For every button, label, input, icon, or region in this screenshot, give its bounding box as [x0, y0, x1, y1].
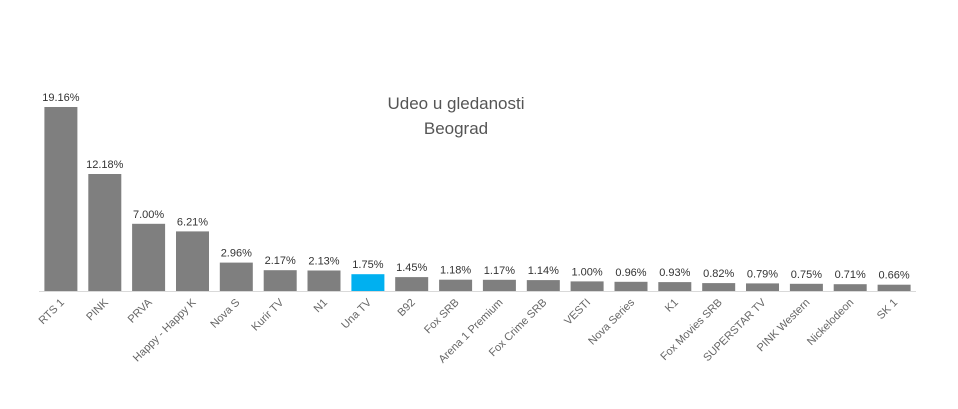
bar-pink-western	[789, 283, 823, 291]
bar-fox-movies-srb	[702, 283, 736, 291]
tick-label-n1: N1	[312, 297, 330, 315]
bar-nova-s	[219, 262, 253, 291]
bar-b92	[395, 277, 429, 291]
tick-label-nova-s: Nova S	[208, 297, 242, 331]
data-label-pink: 12.18%	[86, 159, 124, 171]
data-labels: 19.16% 12.18% 7.00% 6.21% 2.96% 2.17% 2.13% 1.7…	[42, 92, 910, 282]
data-label-fox-movies-srb: 0.82%	[703, 268, 734, 280]
bar-superstar-tv	[746, 283, 779, 291]
data-label-nickelodeon: 0.71%	[835, 269, 866, 281]
data-label-una-tv: 1.75%	[352, 259, 383, 271]
data-label-pink-western: 0.75%	[791, 269, 822, 281]
data-label-nova-s: 2.96%	[221, 248, 252, 260]
tick-label-kurir-tv: Kurir TV	[249, 296, 286, 333]
data-label-superstar-tv: 0.79%	[747, 268, 778, 280]
bar-prva	[132, 223, 166, 291]
tick-label-prva: PRVA	[126, 296, 155, 325]
tick-label-una-tv: Una TV	[339, 296, 374, 331]
bar-pink	[88, 174, 122, 291]
data-label-prva: 7.00%	[133, 209, 164, 221]
bar-nickelodeon	[833, 284, 867, 291]
tick-label-nova-series: Nova Series	[586, 296, 637, 347]
data-label-fox-crime-srb: 1.14%	[528, 265, 559, 277]
bar-rts-1	[44, 107, 78, 291]
bar-fox-crime-srb	[526, 280, 560, 291]
tick-label-rts-1: RTS 1	[37, 297, 67, 327]
bar-n1	[307, 270, 341, 291]
tick-label-k1: K1	[663, 297, 681, 315]
bar-nova-series	[614, 281, 648, 291]
tick-label-pink: PINK	[84, 296, 111, 323]
tick-label-fox-srb: Fox SRB	[422, 297, 462, 337]
data-label-n1: 2.13%	[308, 256, 339, 268]
tick-label-vesti: VESTI	[562, 297, 593, 328]
data-label-rts-1: 19.16%	[42, 92, 80, 104]
data-label-k1: 0.93%	[659, 267, 690, 279]
data-label-happy-happy-k: 6.21%	[177, 216, 208, 228]
chart-title-line-1: Udeo u gledanosti	[387, 94, 524, 113]
tick-label-nickelodeon: Nickelodeon	[805, 297, 856, 348]
bar-vesti	[570, 281, 604, 291]
bar-happy-happy-k	[176, 231, 209, 291]
chart-title-line-2: Beograd	[424, 119, 488, 138]
bar-kurir-tv	[263, 270, 297, 291]
bar-series	[44, 107, 911, 291]
tick-label-sk-1: SK 1	[875, 297, 900, 322]
data-label-sk-1: 0.66%	[878, 270, 909, 282]
bar-fox-srb	[439, 279, 473, 291]
data-label-b92: 1.45%	[396, 262, 427, 274]
data-label-vesti: 1.00%	[571, 266, 602, 278]
bar-k1	[658, 282, 692, 291]
data-label-kurir-tv: 2.17%	[265, 255, 296, 267]
data-label-fox-srb: 1.18%	[440, 265, 471, 277]
bar-arena-1-premium	[482, 279, 516, 291]
data-label-arena-1-premium: 1.17%	[484, 265, 515, 277]
tick-label-b92: B92	[395, 297, 417, 319]
data-label-nova-series: 0.96%	[615, 267, 646, 279]
bar-sk-1	[877, 284, 911, 291]
bar-una-tv	[351, 274, 385, 291]
